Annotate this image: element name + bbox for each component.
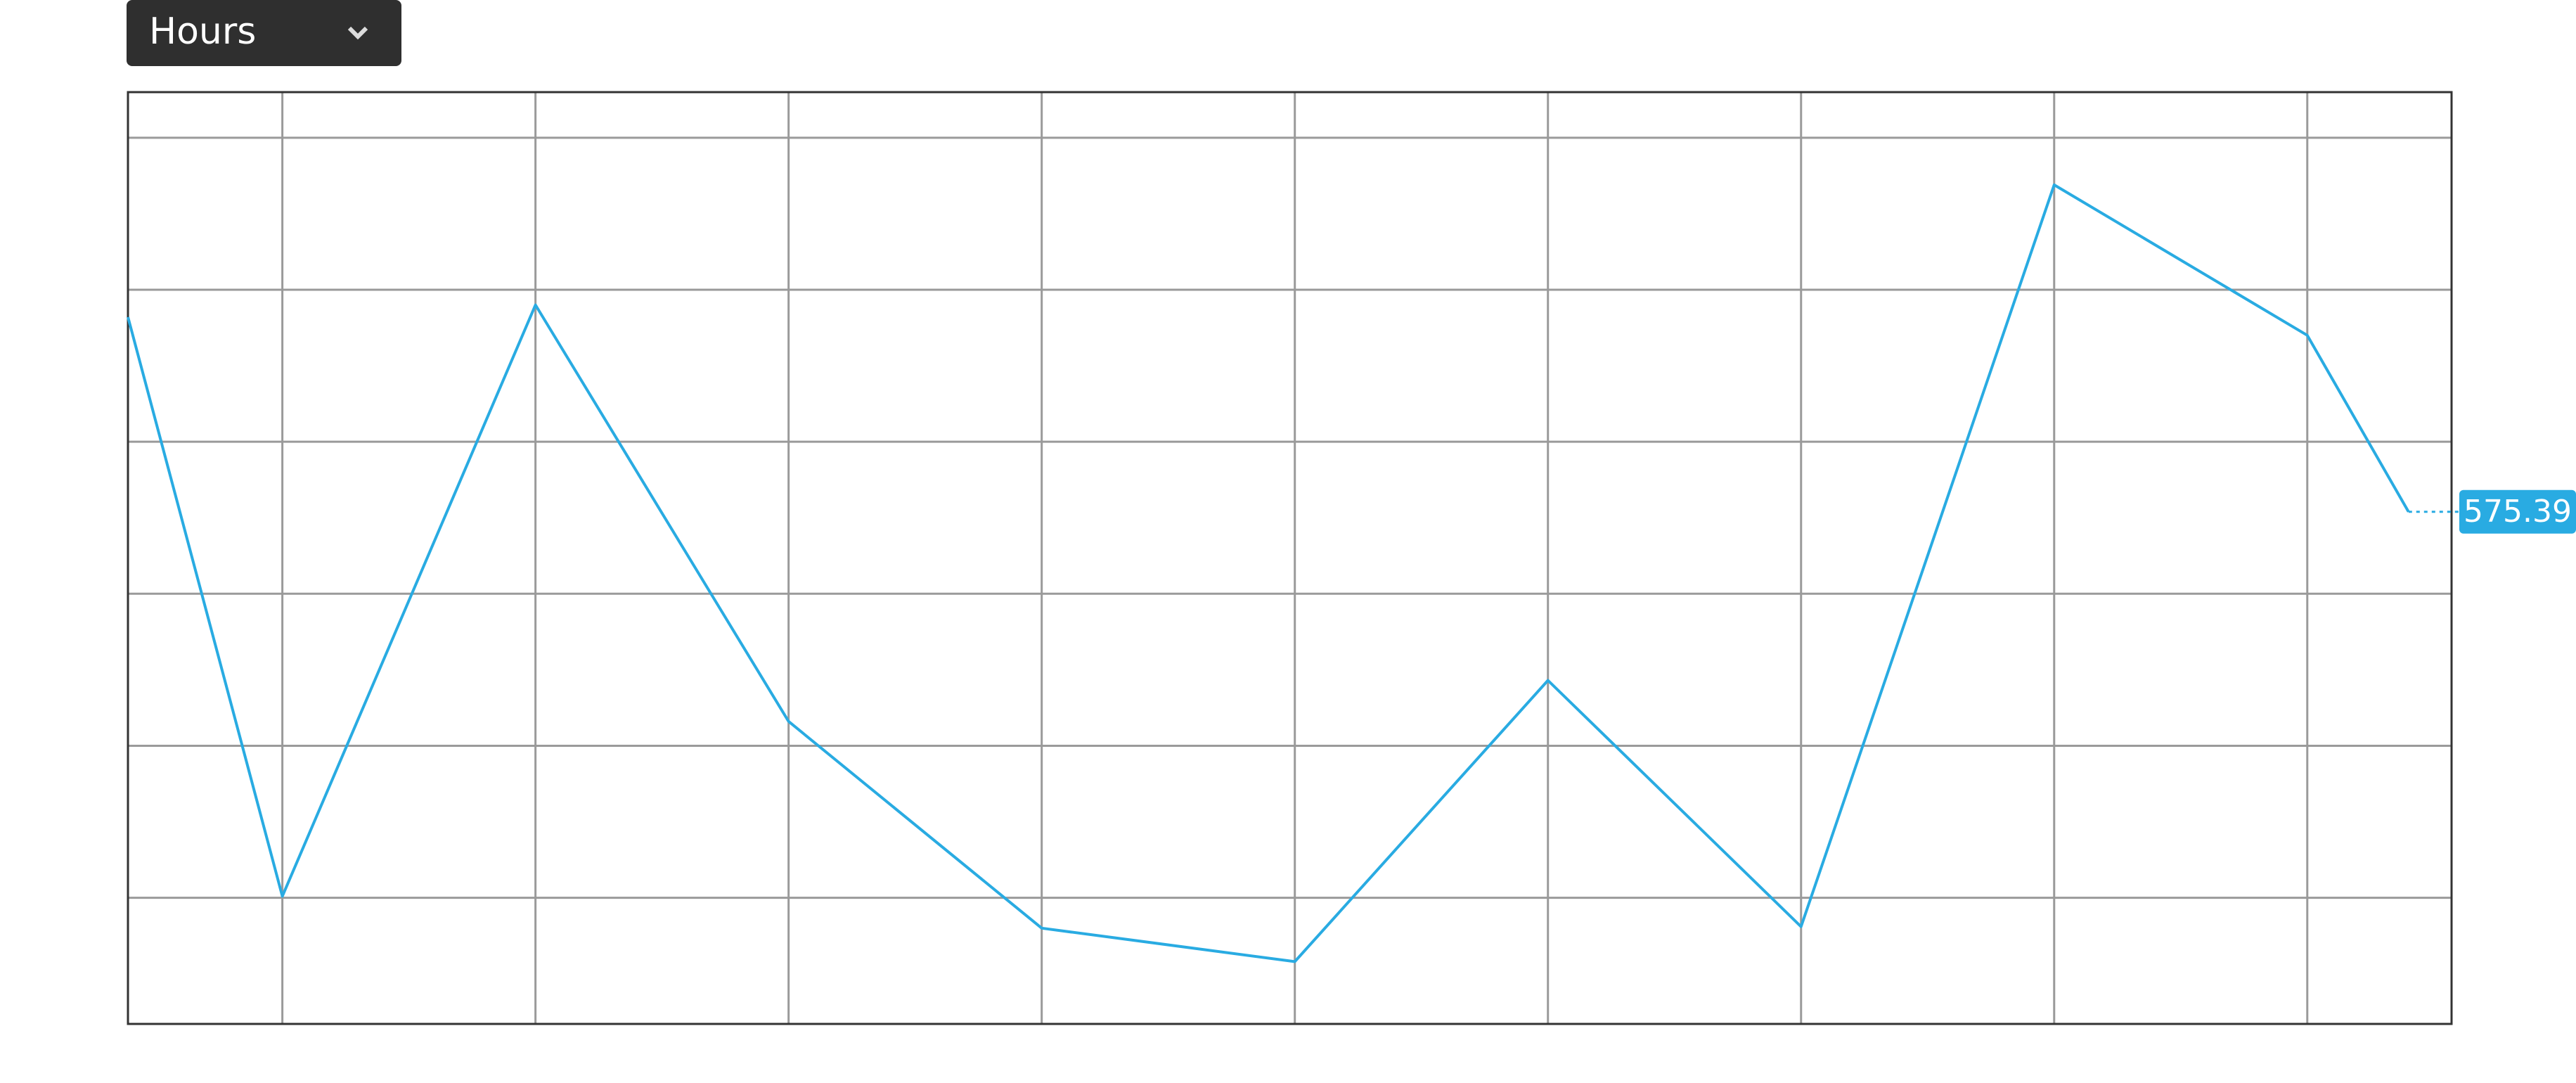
dropdown-box[interactable]	[127, 0, 401, 66]
dropdown-label[interactable]: Hours	[149, 11, 256, 53]
dropdown-chevron[interactable]	[347, 26, 368, 40]
last-value-badge	[2459, 489, 2576, 534]
plot-frame	[127, 91, 2453, 1025]
data-line	[127, 183, 2410, 963]
last-value-label: 575.39	[2464, 494, 2572, 530]
unit-dropdown[interactable]: Hours	[127, 0, 401, 66]
